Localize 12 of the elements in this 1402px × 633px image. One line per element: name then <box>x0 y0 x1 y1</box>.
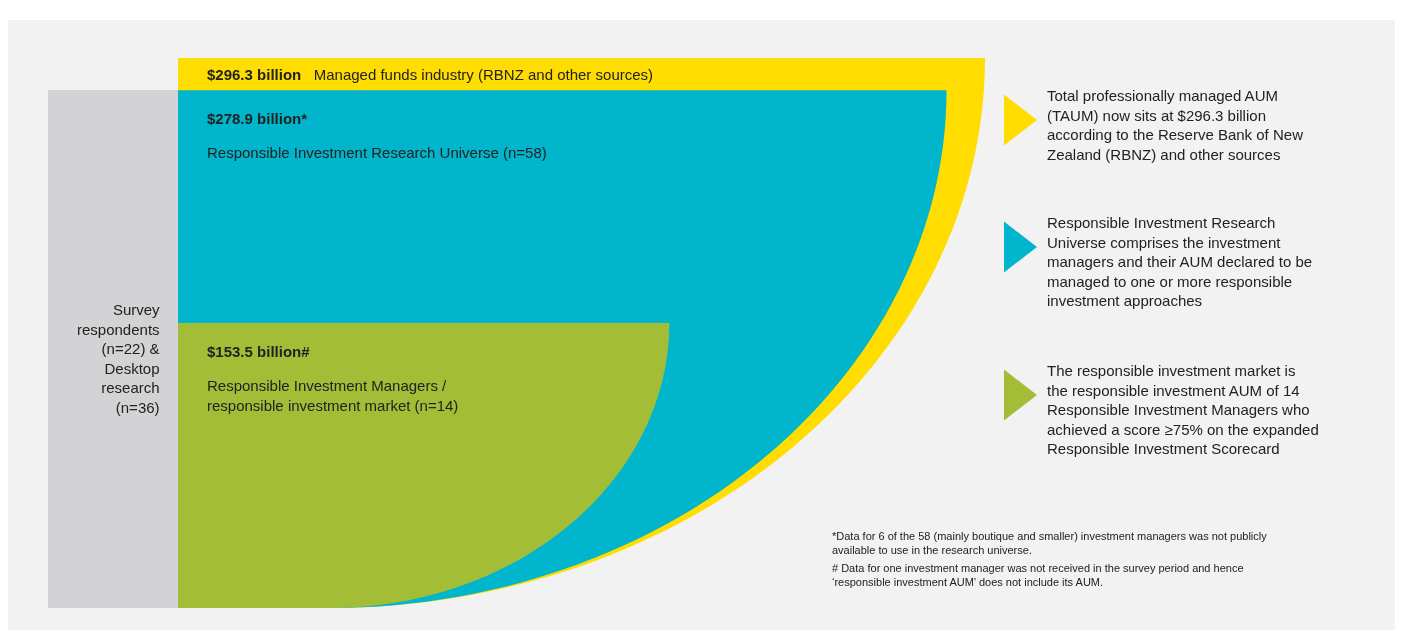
text: Survey respondents (n=22) & Desktop research (n=36) <box>77 301 161 416</box>
category-label: Responsible Investment Research Universe (n=58) <box>207 144 547 161</box>
text: *Data for 6 of the 58 (mainly boutique and smaller) investment managers was not publicly available to use in the research universe. <box>832 530 1268 557</box>
category-label: Managed funds industry (RBNZ and other sources) <box>313 66 654 83</box>
text: Total professionally managed AUM (TAUM) now sits at $296.3 billion according to the Reserve Bank of New Zealand (RBNZ) and other sources <box>1047 87 1304 163</box>
data-label: $296.3 billion <box>207 66 302 83</box>
text: The responsible investment market is the responsible investment AUM of 14 Responsible Investment Managers who achieved a score ≥75% on the expanded Responsible Investment Scorecard <box>1047 362 1319 457</box>
text: Responsible Investment Research Universe comprises the investment managers and their AUM declared to be managed to one or more responsible investment approaches <box>1047 214 1313 309</box>
category-label: Responsible Investment Managers / responsible investment market (n=14) <box>207 377 459 414</box>
text: # Data for one investment manager was not received in the survey period and hence ‘responsible investment AUM’ does not include its AUM. <box>832 562 1244 589</box>
data-label: $278.9 billion* <box>207 110 308 127</box>
data-label: $153.5 billion# <box>207 343 311 360</box>
